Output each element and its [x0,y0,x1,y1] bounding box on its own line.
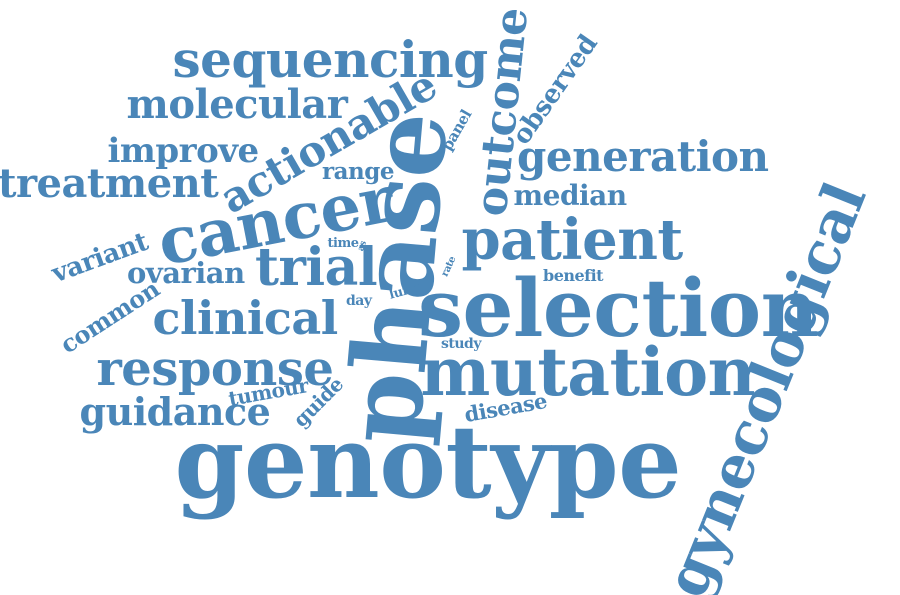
word-median: median [513,179,628,212]
word-molecular: molecular [126,81,348,128]
word-mutation: mutation [420,333,756,411]
word-improve: improve [107,131,260,171]
word-benefit: benefit [543,266,604,285]
word-guidance: guidance [79,389,271,434]
word-genotype: genotype [174,403,682,521]
word-day: day [346,293,372,309]
word-time: time [327,235,359,251]
word-selection: selection [418,261,819,355]
word-range: range [322,157,394,185]
word-clinical: clinical [152,291,339,345]
word-study: study [441,336,481,352]
word-patient: patient [461,207,684,273]
word-trial: trial [255,237,378,298]
word-sequencing: sequencing [172,30,489,89]
word-response: response [96,341,334,397]
word-ovarian: ovarian [127,255,245,290]
word-generation: generation [517,132,769,181]
word-treatment: treatment [0,160,219,207]
